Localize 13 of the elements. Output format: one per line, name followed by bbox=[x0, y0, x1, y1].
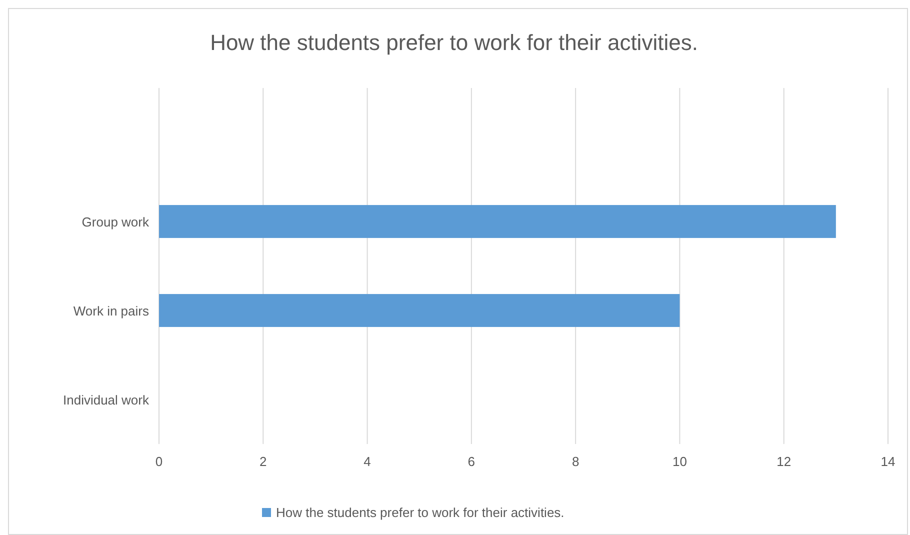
x-tick-label: 2 bbox=[260, 454, 267, 469]
x-tick-label: 6 bbox=[468, 454, 476, 469]
x-tick-label: 10 bbox=[672, 454, 687, 469]
x-tick-label: 12 bbox=[776, 454, 792, 469]
x-tick-label: 4 bbox=[364, 454, 371, 469]
x-tick-label: 8 bbox=[572, 454, 580, 469]
y-tick-label: Group work bbox=[82, 214, 150, 230]
x-tick-label: 14 bbox=[880, 454, 896, 469]
x-tick-label: 0 bbox=[155, 454, 163, 469]
legend-label: How the students prefer to work for their activities. bbox=[276, 505, 564, 520]
y-tick-label: Individual work bbox=[63, 392, 150, 408]
y-tick-label: Work in pairs bbox=[73, 304, 150, 318]
chart-title: How the students prefer to work for their activities. bbox=[210, 30, 698, 55]
